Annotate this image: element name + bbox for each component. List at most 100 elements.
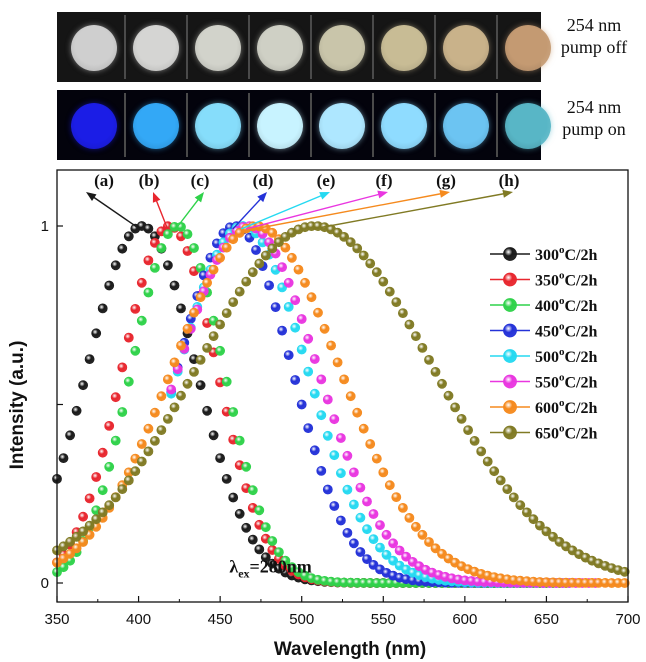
data-point	[162, 413, 173, 424]
data-point	[215, 252, 225, 263]
data-point	[290, 375, 301, 385]
peak-arrow	[312, 192, 506, 230]
peak-arrow-layer: (a) (b) (c) (d) (e) (f) (g) (h)	[86, 171, 519, 230]
data-point	[404, 513, 415, 523]
data-point	[397, 502, 408, 513]
legend-marker	[503, 349, 517, 363]
data-point	[362, 496, 372, 507]
data-point	[110, 492, 121, 503]
data-point	[91, 328, 102, 339]
data-point	[309, 354, 320, 364]
data-point	[365, 258, 376, 269]
data-point	[176, 303, 186, 314]
data-point	[410, 521, 421, 532]
data-point	[97, 447, 108, 458]
data-point	[176, 340, 186, 351]
sample-disc-pump-off	[443, 25, 489, 71]
data-point	[283, 277, 294, 288]
data-point	[352, 407, 363, 418]
pump-off-caption-line: 254 nm	[566, 15, 622, 35]
data-point	[290, 295, 301, 306]
photo-frame-divider	[310, 15, 312, 79]
data-point	[195, 354, 206, 365]
x-tick-label: 600	[452, 611, 477, 628]
data-point	[189, 307, 199, 318]
data-point	[397, 308, 408, 318]
data-point	[123, 332, 134, 343]
data-point	[104, 500, 115, 511]
data-point	[371, 453, 382, 464]
data-point	[371, 267, 382, 278]
photo-frame-divider	[186, 93, 188, 157]
legend-label: 300oC/2h	[535, 244, 598, 264]
data-point	[391, 492, 402, 502]
peak-arrow-head	[194, 192, 204, 203]
data-point	[247, 534, 258, 545]
peak-arrow	[155, 199, 169, 230]
data-point	[283, 301, 294, 312]
data-point	[221, 242, 232, 253]
peak-label: (g)	[436, 171, 456, 190]
data-point	[388, 555, 398, 566]
data-point	[84, 354, 95, 364]
data-point	[143, 255, 154, 266]
data-point	[91, 472, 102, 482]
data-point	[104, 420, 115, 431]
sample-disc-pump-off	[381, 25, 427, 71]
data-point	[156, 391, 167, 402]
data-point	[345, 237, 356, 248]
photo-frame-divider	[310, 93, 312, 157]
sample-disc-pump-off	[505, 25, 551, 71]
data-point	[189, 243, 199, 253]
data-point	[143, 446, 154, 457]
data-point	[97, 303, 108, 314]
data-point	[326, 340, 336, 351]
data-point	[391, 297, 402, 307]
sample-disc-pump-off	[319, 25, 365, 71]
x-tick-label: 650	[534, 611, 559, 628]
data-point	[362, 524, 372, 535]
data-point	[355, 512, 366, 523]
legend-label: 600oC/2h	[535, 397, 598, 417]
data-point	[156, 243, 167, 253]
data-point	[342, 484, 353, 495]
data-point	[267, 243, 278, 254]
data-point	[84, 493, 95, 504]
data-point	[300, 277, 310, 288]
photo-frame-divider	[496, 15, 498, 79]
x-tick-label: 450	[208, 611, 233, 628]
axes-layer: 350 400 450 500 550 600 650 700 0 1	[41, 169, 641, 628]
data-point	[329, 450, 340, 461]
data-point	[368, 509, 379, 519]
y-tick-label: 1	[41, 218, 49, 235]
data-point	[221, 376, 232, 387]
series-3	[52, 221, 571, 588]
data-point	[313, 307, 323, 318]
data-point	[241, 276, 252, 287]
data-point	[149, 407, 160, 418]
data-point	[117, 362, 128, 373]
legend-item: 650oC/2h	[490, 423, 598, 443]
pump-off-caption: 254 nm pump off	[544, 14, 644, 58]
legend-label: 650oC/2h	[535, 423, 598, 443]
data-point	[65, 536, 75, 547]
data-point	[339, 374, 349, 385]
peak-label: (e)	[317, 171, 336, 190]
legend-label: 550oC/2h	[535, 372, 598, 392]
photo-frame-divider	[248, 15, 250, 79]
sample-disc-pump-off	[133, 25, 179, 71]
data-point	[117, 243, 128, 254]
data-point	[404, 319, 415, 330]
data-point	[309, 388, 320, 399]
data-point	[97, 485, 108, 496]
data-point	[78, 511, 88, 522]
data-point	[332, 357, 343, 368]
peak-arrow-head	[439, 189, 450, 198]
legend-marker	[503, 272, 517, 287]
series-1	[52, 221, 500, 588]
photo-row-pump-off	[57, 12, 551, 82]
data-point	[410, 331, 421, 341]
data-point	[388, 538, 398, 549]
data-point	[162, 374, 173, 385]
data-point	[104, 280, 115, 291]
